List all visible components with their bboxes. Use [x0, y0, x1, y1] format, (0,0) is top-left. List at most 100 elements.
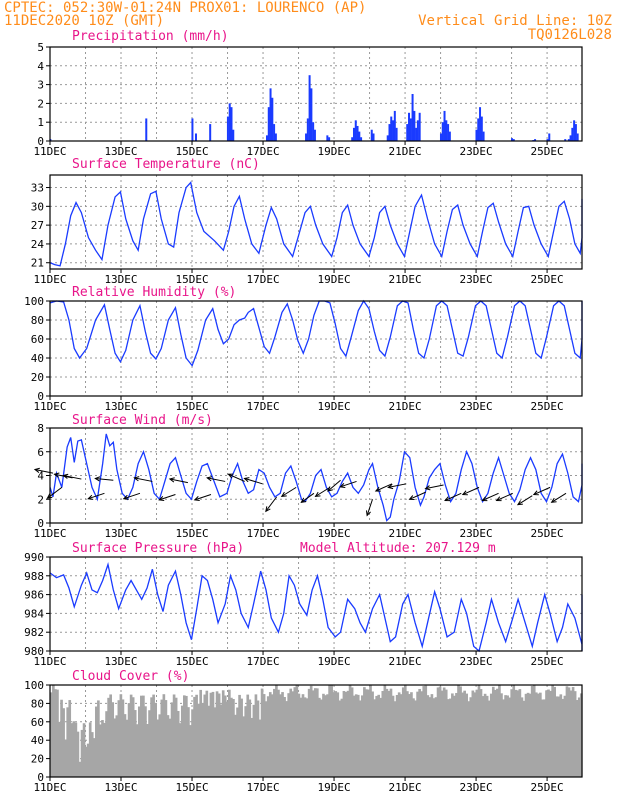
cloud-bar	[195, 694, 198, 777]
cloud-bar	[338, 700, 342, 777]
cloud-bar	[197, 703, 200, 777]
cloud-bar	[131, 697, 135, 777]
cloud-bar	[412, 698, 415, 777]
cloud-bar	[363, 687, 366, 777]
cloud-bar	[551, 685, 554, 777]
cloud-bar	[461, 692, 464, 777]
precip-bar	[510, 138, 513, 141]
cloud-bar	[373, 699, 376, 777]
cloud-bar	[481, 696, 485, 777]
cloud-bar	[309, 685, 313, 777]
precip-bar	[393, 110, 396, 141]
x-tick-label: 25DEC	[531, 527, 564, 540]
cloud-bar	[567, 687, 571, 777]
cloud-bar	[293, 687, 297, 777]
wind-vector-head	[62, 473, 69, 479]
cloud-bar	[299, 697, 303, 777]
cloud-bar	[223, 695, 227, 777]
x-tick-label: 19DEC	[317, 145, 350, 158]
cloud-bar	[494, 689, 497, 777]
wind-vector-head	[206, 476, 213, 482]
cloud-bar	[107, 697, 110, 777]
cloud-bar	[158, 714, 162, 777]
cloud-bar	[534, 692, 538, 777]
header-line-3-right: TQ0126L028	[528, 27, 612, 43]
cloud-bar	[258, 719, 262, 777]
y-tick-label: 6	[37, 446, 44, 459]
precip-bar	[305, 133, 308, 141]
precip-bar	[413, 110, 416, 141]
panel-title-precipitation: Precipitation (mm/h)	[72, 29, 229, 44]
cloud-bar	[58, 721, 61, 777]
precip-bar	[390, 116, 393, 141]
y-tick-label: 30	[31, 200, 44, 213]
cloud-bar	[526, 692, 530, 777]
cloud-bar	[457, 685, 460, 777]
y-tick-label: 1	[37, 116, 44, 129]
cloud-bar	[262, 694, 266, 777]
model-altitude-annotation: Model Altitude: 207.129 m	[300, 541, 496, 556]
cloud-bar	[183, 695, 186, 777]
cloud-bar	[121, 699, 125, 777]
wind-vector	[327, 479, 341, 492]
cloud-bar	[248, 699, 252, 777]
cloud-bar	[459, 686, 462, 777]
cloud-bar	[70, 723, 74, 777]
cloud-bar	[109, 694, 112, 777]
cloud-bar	[557, 696, 561, 777]
x-tick-label: 19DEC	[317, 527, 350, 540]
cloud-bar	[563, 695, 567, 777]
x-tick-label: 13DEC	[104, 145, 137, 158]
cloud-bar	[92, 738, 96, 777]
cloud-bar	[137, 706, 141, 777]
cloud-bar	[305, 698, 309, 777]
x-tick-label: 21DEC	[388, 273, 421, 286]
cloud-bar	[397, 692, 401, 777]
cloud-bar	[236, 707, 239, 777]
wind-vector	[496, 492, 513, 501]
cloud-bar	[489, 693, 493, 777]
wind-vector-head	[243, 477, 250, 483]
x-tick-label: 23DEC	[460, 400, 493, 413]
cloud-bar	[354, 694, 358, 777]
cloud-bar	[103, 722, 106, 777]
cloud-bar	[393, 701, 397, 777]
panel-frame	[49, 46, 583, 142]
cloud-bar	[285, 701, 288, 777]
cloud-bar	[369, 685, 372, 777]
precip-bar	[395, 127, 398, 141]
cloud-bar	[199, 689, 203, 777]
cloud-bar	[279, 694, 282, 777]
cloud-bar	[536, 693, 540, 777]
y-tick-label: 24	[31, 238, 45, 251]
cloud-bar	[82, 723, 86, 777]
cloud-bar	[56, 689, 59, 777]
precip-bar	[269, 88, 272, 141]
x-tick-label: 25DEC	[531, 273, 564, 286]
cloud-bar	[358, 700, 362, 777]
cloud-bar	[424, 685, 428, 777]
cloud-bar	[193, 696, 196, 777]
cloud-bar	[62, 708, 65, 777]
cloud-bar	[191, 709, 194, 777]
precip-bar	[326, 135, 329, 141]
cloud-bar	[275, 685, 278, 777]
cloud-bar	[350, 687, 354, 777]
precip-bar	[564, 139, 567, 141]
precip-bar	[406, 124, 409, 141]
precip-bar	[480, 116, 483, 141]
precip-bar	[448, 131, 451, 141]
x-tick-label: 11DEC	[33, 400, 66, 413]
x-tick-label: 15DEC	[175, 400, 208, 413]
y-tick-label: 984	[24, 607, 44, 620]
x-tick-label: 13DEC	[104, 273, 137, 286]
precip-bar	[313, 129, 316, 141]
precip-bar	[418, 112, 421, 141]
cloud-bar	[266, 696, 270, 777]
header-line-2-right: Vertical Grid Line: 10Z	[418, 13, 612, 29]
precip-bar	[415, 127, 418, 141]
cloud-bar	[438, 686, 442, 777]
cloud-bar	[469, 697, 473, 777]
x-tick-label: 13DEC	[104, 527, 137, 540]
precip-bar	[352, 127, 355, 141]
